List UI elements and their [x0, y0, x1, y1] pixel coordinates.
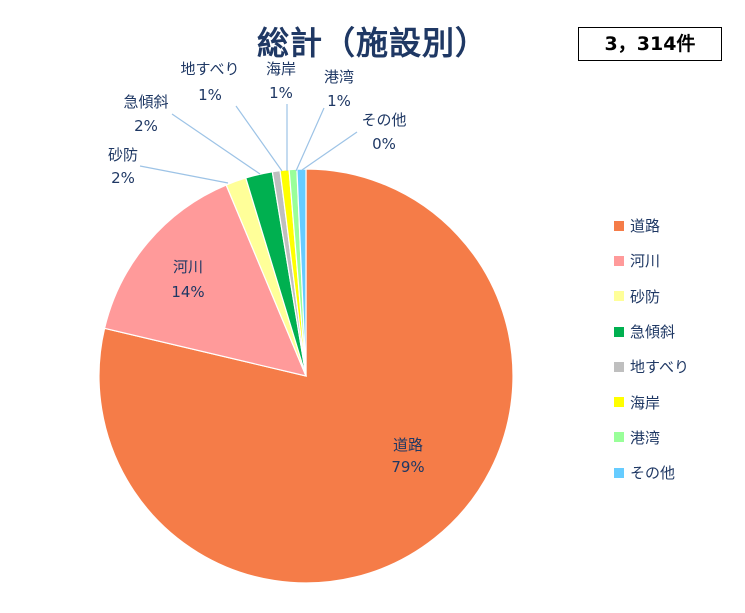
- legend-label-road: 道路: [630, 217, 661, 236]
- leader-line-sabo: [139, 165, 229, 184]
- data-label-name-steep-slope: 急傾斜: [123, 93, 168, 111]
- legend-swatch-other: [614, 467, 624, 478]
- leader-line-other: [301, 131, 358, 171]
- legend-item-river: 河川: [614, 243, 689, 278]
- leader-line-harbor: [295, 107, 325, 172]
- chart-title: 総計（施設別）: [256, 24, 488, 62]
- legend-label-steep-slope: 急傾斜: [630, 323, 676, 342]
- legend-item-steep-slope: 急傾斜: [614, 314, 689, 349]
- data-label-name-road: 道路: [393, 436, 423, 454]
- leader-line-landslide: [235, 105, 283, 172]
- legend-item-harbor: 港湾: [614, 420, 689, 455]
- legend-swatch-coast: [614, 397, 624, 408]
- legend-item-road: 道路: [614, 208, 689, 243]
- legend-label-river: 河川: [630, 252, 661, 271]
- legend-label-other: その他: [630, 464, 676, 483]
- legend-swatch-sabo: [614, 291, 624, 302]
- legend-swatch-steep-slope: [614, 326, 624, 337]
- legend-swatch-road: [614, 220, 624, 231]
- data-label-percent-river: 14%: [171, 283, 204, 301]
- legend-label-landslide: 地すべり: [630, 358, 689, 377]
- pie-slice-river: [103, 184, 308, 377]
- legend-label-sabo: 砂防: [630, 287, 661, 306]
- data-label-name-other: その他: [361, 111, 406, 129]
- legend-swatch-harbor: [614, 432, 624, 443]
- data-label-name-sabo: 砂防: [108, 146, 138, 164]
- data-label-name-harbor: 港湾: [324, 68, 354, 86]
- legend-swatch-landslide: [614, 361, 624, 372]
- legend-item-landslide: 地すべり: [614, 349, 689, 384]
- pie-slice-road: [98, 168, 514, 584]
- chart-legend: 道路河川砂防急傾斜地すべり海岸港湾その他: [614, 208, 689, 490]
- data-label-percent-coast: 1%: [269, 84, 293, 102]
- legend-label-harbor: 港湾: [630, 428, 661, 447]
- data-label-percent-other: 0%: [372, 135, 396, 153]
- data-label-name-landslide: 地すべり: [181, 60, 240, 78]
- legend-item-other: その他: [614, 455, 689, 490]
- data-label-percent-landslide: 1%: [198, 86, 222, 104]
- data-label-percent-sabo: 2%: [111, 169, 135, 187]
- legend-item-coast: 海岸: [614, 384, 689, 419]
- data-label-percent-harbor: 1%: [327, 92, 351, 110]
- leader-line-steep-slope: [171, 113, 261, 175]
- data-label-name-river: 河川: [173, 258, 203, 276]
- legend-label-coast: 海岸: [630, 393, 661, 412]
- legend-item-sabo: 砂防: [614, 279, 689, 314]
- data-label-percent-road: 79%: [391, 458, 424, 476]
- total-count-box: 3，314件: [578, 27, 722, 61]
- data-label-name-coast: 海岸: [266, 60, 296, 78]
- legend-swatch-river: [614, 255, 624, 266]
- data-label-percent-steep-slope: 2%: [134, 117, 158, 135]
